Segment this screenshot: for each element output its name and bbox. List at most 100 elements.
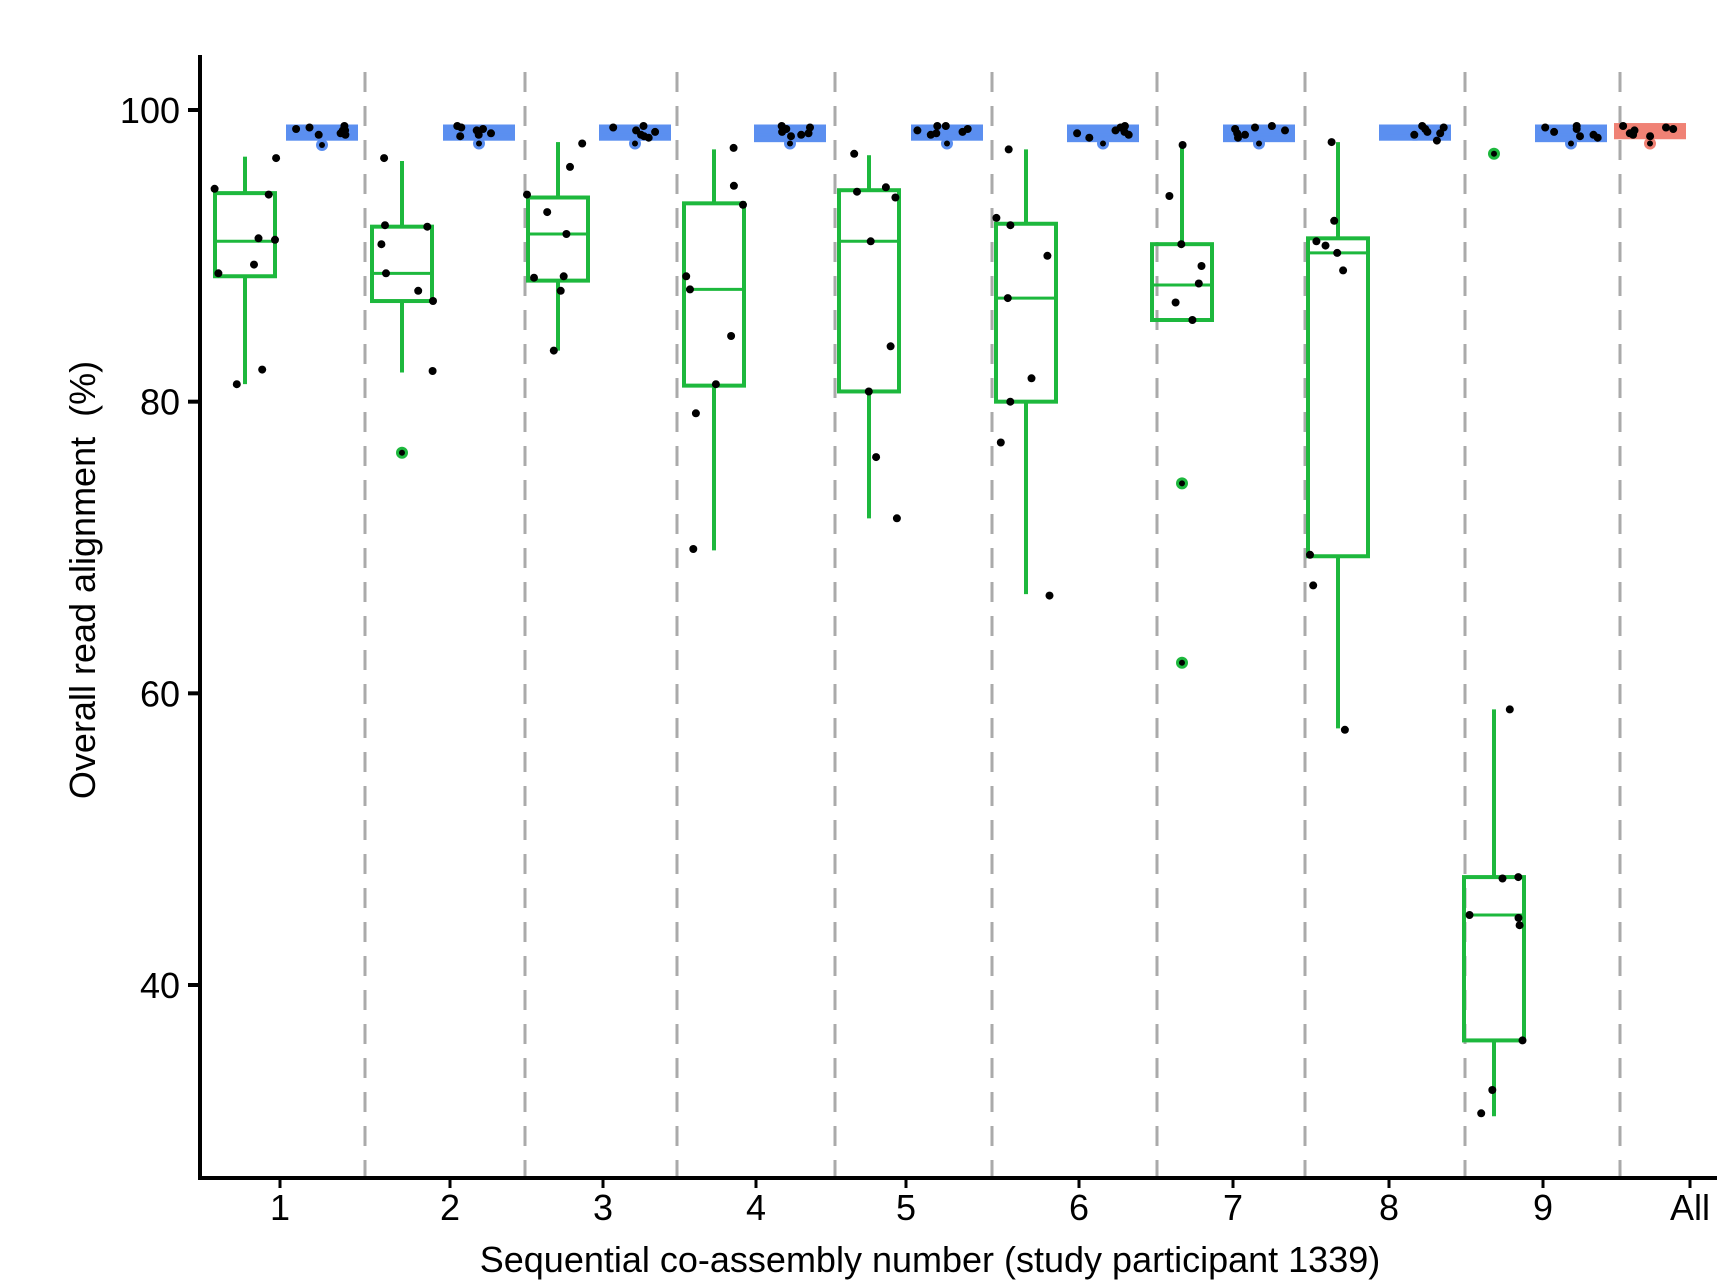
outlier-center-green-9-1 — [1491, 150, 1497, 157]
point-green-3-5 — [562, 230, 571, 238]
outlier-center-blue-3-1 — [632, 140, 638, 147]
outlier-center-green-2-1 — [399, 449, 405, 456]
box-green-6 — [994, 149, 1058, 595]
point-green-1-9 — [232, 380, 241, 389]
outlier-center-blue-6-1 — [1100, 140, 1106, 147]
point-green-3-3 — [523, 190, 531, 199]
point-blue-5-2 — [941, 122, 950, 130]
point-blue-2-3 — [479, 125, 487, 133]
point-blue-1-3 — [292, 125, 301, 133]
point-blue-1-9 — [340, 122, 349, 130]
box-body-green-7 — [1150, 242, 1214, 323]
point-blue-8-7 — [1432, 136, 1441, 145]
point-red-all-7 — [1646, 132, 1655, 141]
box-body-green-4 — [682, 201, 746, 388]
x-tick-label-3: 3 — [593, 1187, 613, 1228]
point-blue-7-2 — [1251, 123, 1259, 132]
point-green-5-1 — [850, 149, 859, 158]
point-green-1-8 — [258, 365, 267, 374]
data-points — [210, 122, 1678, 1118]
outlier-center-blue-2-1 — [476, 140, 482, 147]
point-green-1-2 — [210, 184, 219, 193]
point-green-7-5 — [1194, 279, 1203, 288]
point-green-2-6 — [414, 286, 423, 295]
point-green-4-9 — [689, 545, 698, 553]
group-separators — [363, 72, 1622, 1176]
y-axis-ticks: 40 60 80 100 — [120, 90, 200, 1006]
point-green-4-6 — [727, 332, 736, 340]
point-green-3-7 — [530, 273, 538, 282]
point-green-9-1 — [1505, 705, 1514, 714]
point-green-3-6 — [559, 272, 568, 281]
point-green-7-3 — [1177, 240, 1186, 249]
box-green-1 — [213, 156, 277, 385]
box-green-3 — [526, 142, 590, 351]
box-body-green-5 — [837, 188, 901, 394]
point-blue-1-2 — [305, 123, 314, 132]
box-body-green-2 — [370, 224, 434, 304]
x-tick-label-6: 6 — [1069, 1187, 1089, 1228]
point-green-9-9 — [1477, 1109, 1486, 1118]
point-blue-9-6 — [1576, 132, 1584, 141]
point-blue-9-2 — [1541, 123, 1550, 132]
point-blue-5-5 — [958, 127, 967, 136]
box-green-7 — [1150, 146, 1214, 669]
point-green-8-4 — [1321, 241, 1330, 250]
point-blue-5-4 — [913, 126, 922, 135]
point-blue-4-6 — [797, 130, 806, 139]
point-green-6-4 — [1043, 251, 1052, 260]
point-green-5-5 — [866, 237, 875, 246]
point-blue-1-7 — [314, 130, 323, 139]
point-green-1-4 — [254, 234, 263, 243]
point-green-3-2 — [566, 162, 574, 171]
outlier-center-blue-5-1 — [944, 140, 950, 147]
point-blue-4-5 — [804, 129, 813, 138]
point-green-8-2 — [1330, 216, 1339, 225]
point-red-all-6 — [1629, 130, 1638, 139]
x-axis-ticks: 1 2 3 4 5 6 7 8 9 All — [270, 1178, 1710, 1228]
point-green-6-3 — [1006, 221, 1015, 230]
point-blue-8-5 — [1436, 129, 1445, 138]
point-green-1-1 — [272, 154, 281, 163]
point-blue-6-5 — [1073, 129, 1082, 138]
point-blue-1-8 — [341, 130, 350, 139]
y-tick-label-80: 80 — [140, 382, 180, 423]
box-blue-9 — [1535, 124, 1607, 150]
outlier-center-green-7-1 — [1179, 480, 1185, 487]
point-green-1-5 — [271, 235, 279, 244]
point-green-3-9 — [549, 346, 558, 355]
outlier-center-blue-1-1 — [319, 142, 325, 148]
outlier-center-blue-7-1 — [1256, 140, 1262, 147]
point-blue-2-7 — [456, 132, 465, 141]
box-green-8 — [1306, 142, 1370, 729]
point-green-4-5 — [686, 285, 694, 294]
point-green-5-9 — [892, 514, 901, 523]
point-green-8-5 — [1333, 248, 1342, 257]
x-tick-label-2: 2 — [440, 1187, 460, 1228]
point-green-1-7 — [214, 269, 223, 278]
point-blue-6-6 — [1124, 130, 1133, 139]
point-green-8-8 — [1309, 581, 1318, 590]
point-green-4-4 — [682, 272, 691, 281]
point-green-8-9 — [1340, 725, 1349, 734]
box-body-green-8 — [1306, 236, 1370, 559]
point-red-all-3 — [1669, 125, 1678, 133]
point-green-3-1 — [578, 139, 587, 148]
point-green-5-7 — [864, 387, 873, 396]
point-green-2-4 — [377, 240, 386, 249]
point-green-2-2 — [381, 221, 389, 230]
point-blue-5-1 — [933, 122, 942, 130]
point-green-7-4 — [1197, 262, 1206, 270]
point-blue-9-3 — [1572, 125, 1581, 133]
point-green-9-4 — [1465, 911, 1474, 919]
point-blue-4-7 — [787, 132, 795, 141]
point-green-6-2 — [992, 213, 1001, 222]
point-blue-8-6 — [1410, 130, 1419, 139]
point-green-8-3 — [1312, 237, 1321, 246]
point-green-4-3 — [739, 200, 747, 209]
point-green-9-7 — [1518, 1036, 1527, 1045]
point-green-8-7 — [1306, 550, 1314, 559]
point-green-5-2 — [881, 183, 890, 192]
point-blue-9-4 — [1550, 127, 1559, 136]
